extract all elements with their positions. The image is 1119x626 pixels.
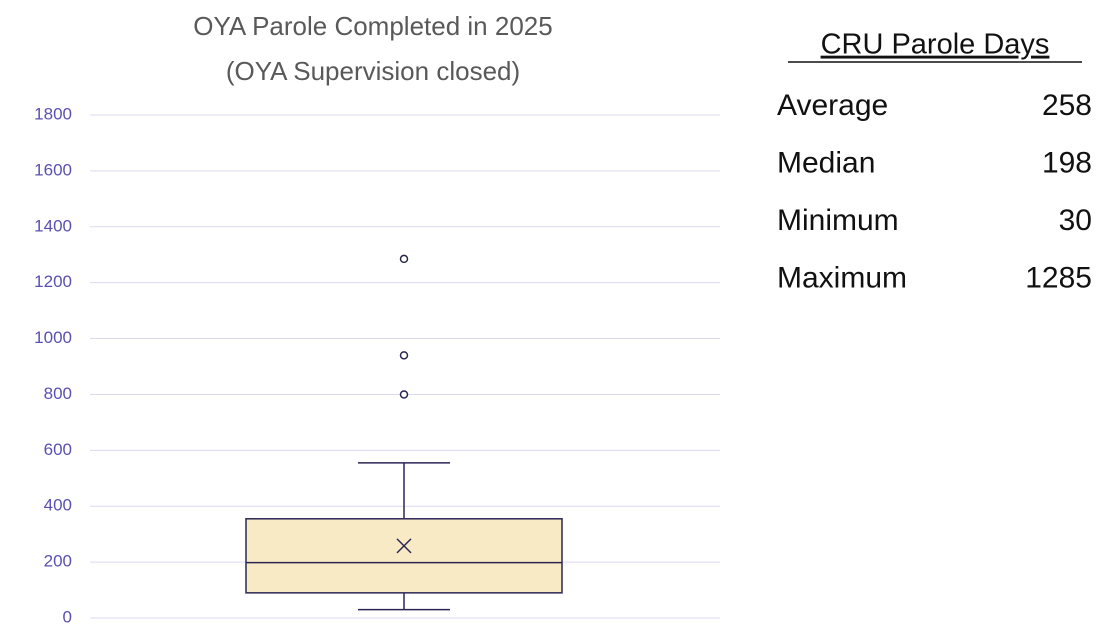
box — [245, 518, 563, 594]
y-tick-label: 800 — [44, 384, 72, 403]
stat-label: Median — [777, 146, 875, 179]
stat-label: Maximum — [777, 261, 907, 294]
y-tick-label: 1000 — [34, 328, 72, 347]
stat-label: Average — [777, 89, 888, 122]
outlier — [399, 390, 409, 399]
y-tick-label: 0 — [63, 607, 72, 626]
stat-value: 198 — [1042, 146, 1092, 179]
y-tick-label: 600 — [44, 440, 72, 459]
outlier — [399, 351, 409, 360]
stat-value: 1285 — [1025, 261, 1092, 294]
y-tick-label: 1200 — [34, 272, 72, 291]
stat-value: 258 — [1042, 89, 1092, 122]
stats-title: CRU Parole Days — [821, 29, 1050, 61]
y-tick-label: 1400 — [34, 216, 72, 235]
chart-subtitle: (OYA Supervision closed) — [226, 56, 520, 86]
chart-title: OYA Parole Completed in 2025 — [193, 11, 552, 41]
y-tick-label: 1800 — [34, 104, 72, 123]
mean-marker — [396, 538, 412, 554]
outlier — [399, 254, 409, 264]
stat-value: 30 — [1059, 204, 1092, 237]
stat-label: Minimum — [777, 204, 899, 237]
y-tick-label: 200 — [44, 552, 72, 571]
y-tick-label: 400 — [44, 496, 72, 515]
y-tick-label: 1600 — [34, 160, 72, 179]
